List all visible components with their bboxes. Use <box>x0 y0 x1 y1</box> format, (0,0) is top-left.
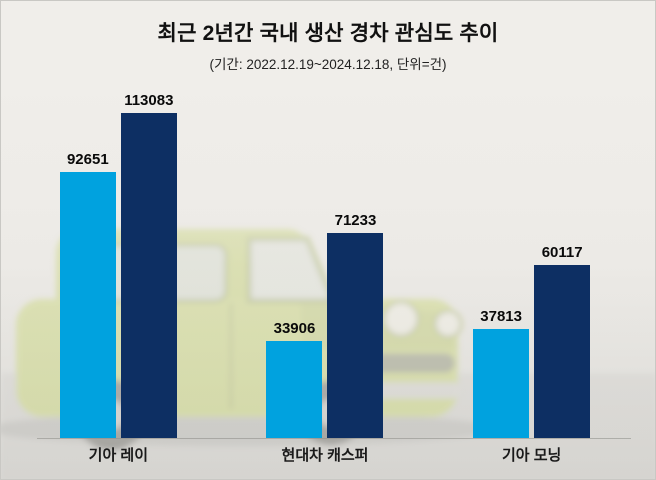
category-label: 기아 모닝 <box>501 447 562 464</box>
bar-light-blue-series <box>59 172 116 438</box>
bar-navy-series <box>534 265 591 438</box>
category-label: 기아 레이 <box>88 447 149 464</box>
bar-with-label: 37813 <box>473 308 530 438</box>
bars-row: 37813 60117 <box>473 244 591 438</box>
plot-area: 92651 113083 33906 71233 37813 60117 <box>15 92 635 438</box>
x-axis-line <box>37 438 631 439</box>
bar-group: 37813 60117 <box>473 244 591 438</box>
bars-row: 33906 71233 <box>266 212 384 438</box>
bar-navy-series <box>327 233 384 438</box>
bar-light-blue-series <box>266 341 323 438</box>
bar-value-label: 60117 <box>541 244 583 261</box>
bar-with-label: 113083 <box>120 92 177 438</box>
bar-value-label: 33906 <box>273 320 316 337</box>
bar-with-label: 71233 <box>327 212 384 438</box>
bar-value-label: 71233 <box>334 212 377 229</box>
bar-with-label: 92651 <box>59 151 116 438</box>
bar-navy-series <box>120 113 177 438</box>
bar-value-label: 113083 <box>124 92 174 109</box>
bar-with-label: 60117 <box>534 244 591 438</box>
chart-title: 최근 2년간 국내 생산 경차 관심도 추이 <box>157 22 499 45</box>
bar-value-label: 37813 <box>480 308 522 325</box>
category-label: 현대차 캐스퍼 <box>281 447 369 464</box>
bar-with-label: 33906 <box>266 320 323 438</box>
bar-value-label: 92651 <box>66 151 109 168</box>
bar-group: 33906 71233 <box>266 212 384 438</box>
bar-light-blue-series <box>473 329 530 438</box>
category-axis: 기아 레이 현대차 캐스퍼 기아 모닝 <box>15 444 635 465</box>
chart-subtitle: (기간: 2022.12.19~2024.12.18, 단위=건) <box>209 57 447 72</box>
bars-row: 92651 113083 <box>59 92 177 438</box>
bar-group: 92651 113083 <box>59 92 177 438</box>
